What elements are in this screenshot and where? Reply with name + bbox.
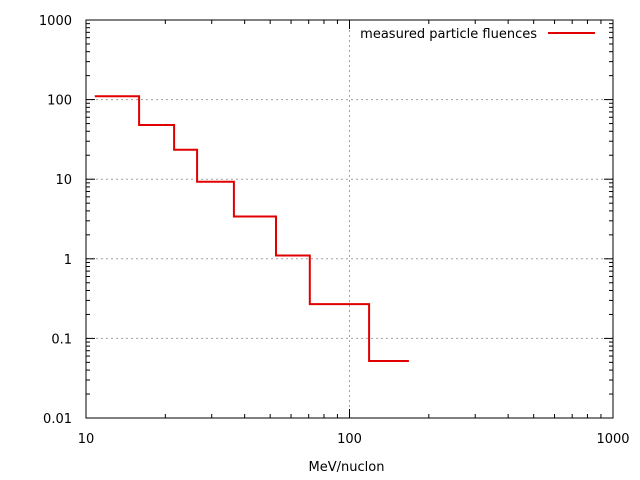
y-tick-labels: 0.01 0.1 1 10 100 1000	[39, 14, 72, 427]
x-tick-labels: 10 100 1000	[78, 432, 630, 447]
series-layer	[94, 95, 409, 362]
y-tick-label: 0.1	[51, 332, 72, 347]
x-tick-label: 100	[337, 432, 362, 447]
axis-ticks	[85, 19, 614, 419]
y-tick-label: 10	[55, 173, 72, 188]
grid-lines	[86, 20, 613, 418]
legend-label: measured particle fluences	[360, 27, 537, 42]
x-tick-label: 1000	[596, 432, 629, 447]
y-tick-label: 0.01	[43, 412, 72, 427]
series-step-line	[94, 95, 409, 362]
plot-area-frame	[85, 19, 614, 419]
legend: measured particle fluences	[360, 27, 595, 42]
y-tick-label: 1000	[39, 14, 72, 29]
y-tick-label: 100	[47, 94, 72, 109]
x-axis-title: MeV/nuclon	[309, 460, 385, 475]
y-tick-label: 1	[64, 253, 72, 268]
x-tick-label: 10	[78, 432, 95, 447]
